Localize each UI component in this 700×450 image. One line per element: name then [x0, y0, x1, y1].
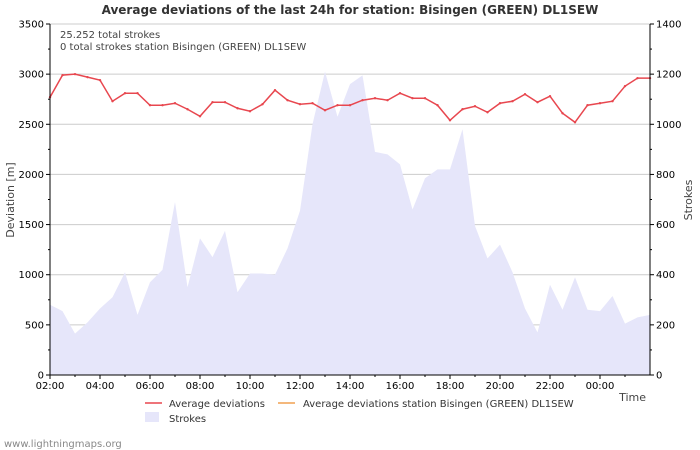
- left-tick-label: 0: [38, 371, 44, 382]
- left-tick-label: 1500: [19, 220, 44, 231]
- x-tick-label: 14:00: [336, 381, 365, 392]
- right-axis-ticks: 0 200 400 600 800 1000 1200 1400: [650, 20, 681, 382]
- y-axis-right-label: Strokes: [682, 179, 695, 220]
- right-tick-label: 400: [656, 270, 675, 281]
- left-tick-label: 2500: [19, 120, 44, 131]
- average-deviation-point: [423, 97, 427, 100]
- right-tick-label: 600: [656, 220, 675, 231]
- average-deviation-point: [348, 104, 352, 107]
- left-axis-ticks: 0 500 1000 1500 2000 2500 3000 3500: [19, 20, 50, 382]
- average-deviation-point: [573, 121, 577, 124]
- average-deviation-point: [536, 101, 539, 104]
- left-tick-label: 3000: [19, 70, 44, 81]
- average-deviation-point: [548, 95, 552, 98]
- legend-swatch-strokes: [145, 412, 159, 422]
- average-deviation-point: [411, 97, 414, 100]
- chart-title: Average deviations of the last 24h for s…: [102, 3, 599, 17]
- average-deviation-point: [223, 101, 227, 104]
- x-tick-label: 16:00: [386, 381, 415, 392]
- x-tick-label: 08:00: [186, 381, 215, 392]
- average-deviations-points: [48, 72, 652, 124]
- average-deviation-point: [473, 105, 477, 108]
- average-deviation-point: [286, 99, 289, 102]
- legend-label-strokes: Strokes: [169, 414, 206, 425]
- average-deviation-point: [198, 115, 202, 118]
- average-deviation-point: [136, 92, 139, 95]
- right-tick-label: 1400: [656, 20, 681, 31]
- average-deviation-point: [61, 73, 64, 77]
- average-deviation-point: [311, 102, 314, 105]
- site-credit: www.lightningmaps.org: [4, 439, 122, 450]
- average-deviation-point: [486, 111, 489, 114]
- average-deviation-point: [398, 92, 402, 95]
- left-tick-label: 500: [25, 320, 44, 331]
- average-deviation-point: [73, 72, 77, 76]
- average-deviation-point: [211, 101, 214, 104]
- legend: Average deviations Average deviations st…: [145, 399, 574, 425]
- plot-area: [48, 23, 652, 375]
- right-tick-label: 0: [656, 371, 662, 382]
- average-deviation-point: [636, 76, 639, 80]
- average-deviation-point: [161, 104, 164, 107]
- average-deviation-point: [248, 110, 252, 113]
- average-deviation-point: [498, 102, 502, 105]
- average-deviation-point: [586, 104, 589, 107]
- average-deviation-point: [436, 104, 439, 107]
- info-total-strokes: 25.252 total strokes: [60, 30, 160, 41]
- right-tick-label: 1000: [656, 120, 681, 131]
- average-deviation-point: [336, 104, 339, 107]
- info-station-strokes: 0 total strokes station Bisingen (GREEN)…: [60, 42, 306, 53]
- average-deviation-point: [298, 103, 302, 106]
- average-deviation-point: [386, 99, 389, 102]
- x-axis-ticks: 02:00 04:00 06:00 08:00 10:00 12:00 14:00 16:00…: [36, 375, 626, 392]
- average-deviation-point: [361, 99, 364, 102]
- left-tick-label: 2000: [19, 170, 44, 181]
- average-deviation-point: [261, 103, 264, 106]
- average-deviation-point: [98, 78, 102, 82]
- average-deviation-point: [511, 100, 514, 103]
- x-tick-label: 06:00: [136, 381, 165, 392]
- average-deviation-point: [86, 75, 89, 79]
- x-tick-label: 04:00: [86, 381, 115, 392]
- average-deviation-point: [148, 104, 152, 107]
- left-tick-label: 3500: [19, 20, 44, 31]
- legend-label-average-deviations: Average deviations: [169, 399, 265, 410]
- average-deviation-point: [373, 97, 377, 100]
- axes: 0 500 1000 1500 2000 2500 3000 3500 0 200 400 600 8…: [19, 20, 682, 393]
- x-tick-label: 02:00: [36, 381, 65, 392]
- y-axis-left-label: Deviation [m]: [4, 162, 17, 237]
- average-deviation-point: [236, 107, 239, 110]
- right-tick-label: 800: [656, 170, 675, 181]
- average-deviation-point: [461, 108, 464, 111]
- average-deviation-point: [561, 112, 564, 115]
- average-deviation-point: [323, 109, 327, 112]
- average-deviation-point: [523, 93, 527, 96]
- x-tick-label: 20:00: [486, 381, 515, 392]
- x-tick-label: 00:00: [586, 381, 615, 392]
- right-tick-label: 1200: [656, 70, 681, 81]
- average-deviation-point: [611, 100, 614, 103]
- average-deviation-point: [623, 84, 627, 88]
- x-tick-label: 18:00: [436, 381, 465, 392]
- average-deviation-point: [186, 108, 189, 111]
- legend-label-station-deviations: Average deviations station Bisingen (GRE…: [303, 399, 574, 410]
- average-deviation-point: [123, 92, 127, 95]
- right-tick-label: 200: [656, 320, 675, 331]
- average-deviation-point: [273, 88, 277, 92]
- x-tick-label: 22:00: [536, 381, 565, 392]
- average-deviation-point: [111, 100, 114, 103]
- average-deviation-point: [448, 119, 452, 122]
- x-axis-label: Time: [618, 391, 646, 404]
- x-tick-label: 12:00: [286, 381, 315, 392]
- left-tick-label: 1000: [19, 270, 44, 281]
- average-deviation-point: [173, 102, 177, 105]
- x-tick-label: 10:00: [236, 381, 265, 392]
- strokes-area: [50, 71, 650, 375]
- average-deviation-point: [598, 102, 602, 105]
